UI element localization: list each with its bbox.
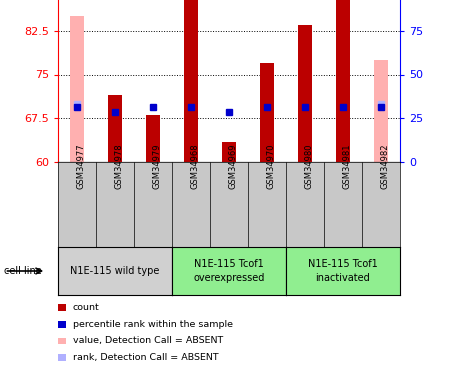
Text: count: count: [73, 303, 99, 312]
Text: GSM34979: GSM34979: [153, 144, 162, 189]
Text: N1E-115 wild type: N1E-115 wild type: [70, 266, 160, 276]
Text: N1E-115 Tcof1
overexpressed: N1E-115 Tcof1 overexpressed: [194, 260, 265, 283]
Bar: [261, 63, 274, 162]
Text: GSM34981: GSM34981: [343, 144, 352, 189]
Bar: [374, 60, 387, 162]
Text: GSM34968: GSM34968: [191, 144, 200, 189]
Bar: [336, 0, 350, 162]
Bar: [222, 142, 236, 162]
Text: cell line: cell line: [4, 266, 42, 276]
Text: GSM34969: GSM34969: [229, 144, 238, 189]
Text: rank, Detection Call = ABSENT: rank, Detection Call = ABSENT: [73, 353, 218, 362]
Bar: [146, 116, 160, 162]
Text: GSM34980: GSM34980: [305, 144, 314, 189]
Text: percentile rank within the sample: percentile rank within the sample: [73, 320, 233, 329]
Text: GSM34978: GSM34978: [115, 144, 124, 189]
Text: GSM34977: GSM34977: [77, 144, 86, 189]
Text: GSM34982: GSM34982: [381, 144, 390, 189]
Bar: [108, 95, 122, 162]
Text: value, Detection Call = ABSENT: value, Detection Call = ABSENT: [73, 336, 223, 345]
Bar: [298, 25, 312, 162]
Text: GSM34970: GSM34970: [267, 144, 276, 189]
Text: N1E-115 Tcof1
inactivated: N1E-115 Tcof1 inactivated: [308, 260, 378, 283]
Bar: [70, 16, 84, 162]
Bar: [184, 0, 198, 162]
